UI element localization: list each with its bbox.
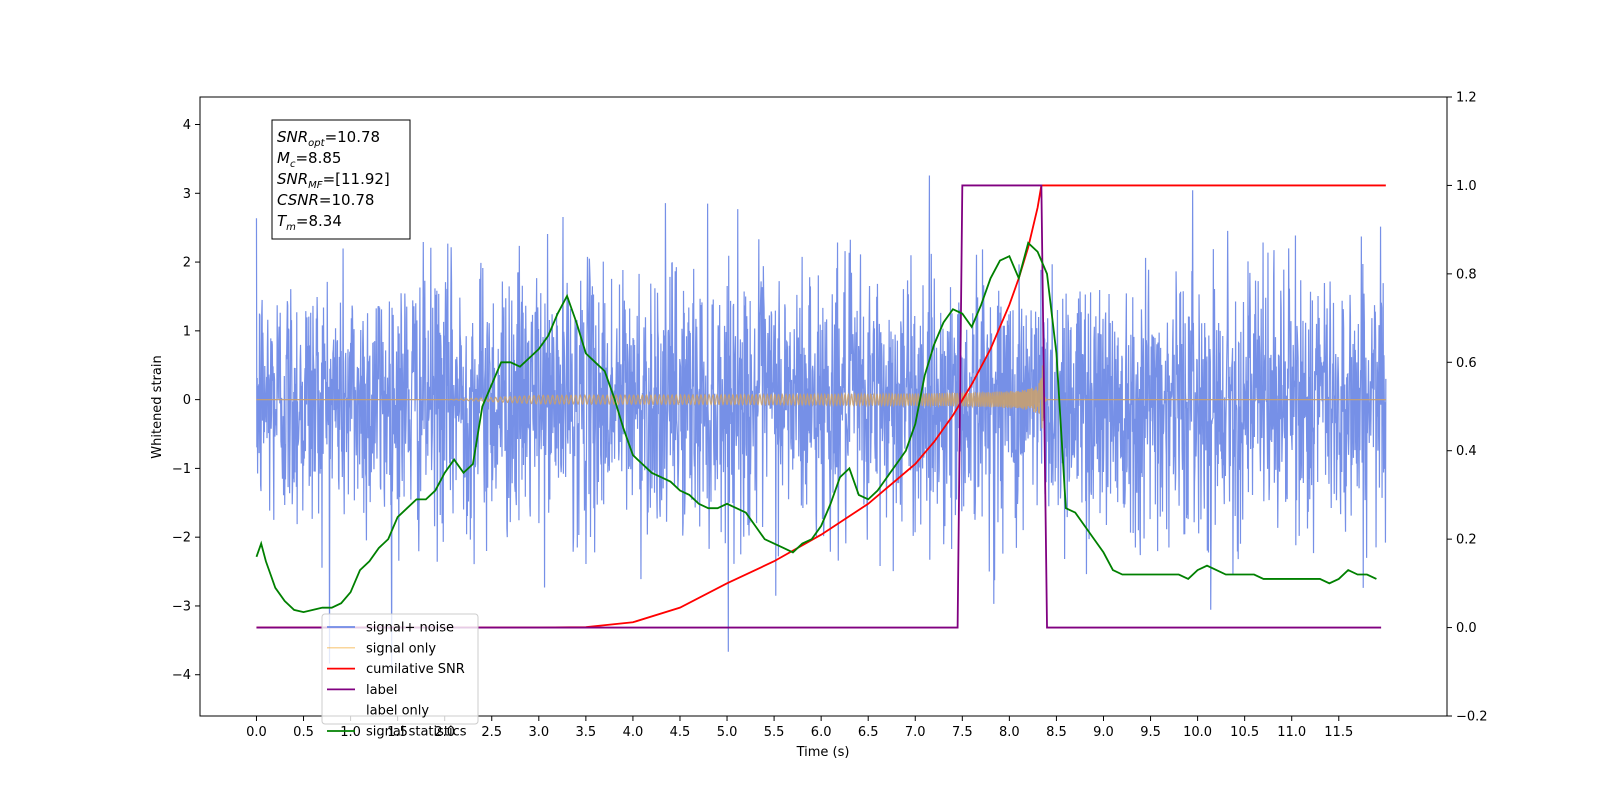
plot-frame xyxy=(199,96,1448,717)
x-tick-label: 5.5 xyxy=(764,725,785,740)
x-axis: 0.0 0.5 1.0 1.5 2.0 2.5 3.0 3.5 4.0 4.5 5.0 5.5 6.0 6… xyxy=(246,716,1353,740)
x-tick-label: 7.0 xyxy=(905,725,926,740)
x-tick-label: 5.0 xyxy=(717,725,738,740)
series-signal-only xyxy=(256,365,1386,429)
info-box-line: Mc=8.85 xyxy=(277,149,341,170)
info-box-line: Tm=8.34 xyxy=(277,212,342,233)
y2-tick-label: 0.4 xyxy=(1456,444,1477,459)
x-tick-label: 8.5 xyxy=(1046,725,1067,740)
x-tick-label: 10.5 xyxy=(1230,725,1259,740)
y-tick-label: 3 xyxy=(183,187,191,202)
series-signal-statistics xyxy=(255,241,1377,614)
y2-tick-label: 0.8 xyxy=(1456,267,1477,282)
info-box: SNRopt=10.78Mc=8.85SNRMF=[11.92]CSNR=10.… xyxy=(271,119,411,240)
x-tick-label: 8.0 xyxy=(999,725,1020,740)
y-tick-label: 2 xyxy=(183,256,191,271)
y-tick-label: 4 xyxy=(183,118,191,133)
x-tick-label: 6.5 xyxy=(858,725,879,740)
legend-label: label only xyxy=(366,704,429,719)
y2-tick-label: 0.0 xyxy=(1456,621,1477,636)
legend-label: cumilative SNR xyxy=(366,662,465,677)
x-tick-label: 3.5 xyxy=(576,725,597,740)
x-tick-label: 10.0 xyxy=(1183,725,1212,740)
x-tick-label: 4.5 xyxy=(670,725,691,740)
x-axis-label: Time (s) xyxy=(796,745,850,760)
x-tick-label: 6.0 xyxy=(811,725,832,740)
x-tick-label: 11.5 xyxy=(1324,725,1353,740)
x-tick-label: 2.5 xyxy=(481,725,502,740)
x-tick-label: 7.5 xyxy=(952,725,973,740)
x-tick-label: 9.0 xyxy=(1093,725,1114,740)
y-tick-label: −3 xyxy=(172,599,191,614)
y2-tick-label: 0.6 xyxy=(1456,356,1477,371)
info-box-line: SNRMF=[11.92] xyxy=(277,170,390,191)
info-box-line: CSNR=10.78 xyxy=(277,191,374,209)
y-axis-right: −0.2 0.0 0.2 0.4 0.6 0.8 1.0 1.2 xyxy=(1447,91,1488,725)
x-tick-label: 4.0 xyxy=(623,725,644,740)
x-tick-label: 3.0 xyxy=(528,725,549,740)
info-box-frame xyxy=(271,119,411,240)
y2-tick-label: 0.2 xyxy=(1456,533,1477,548)
series-cumulative-snr xyxy=(256,184,1386,629)
legend-label: label xyxy=(366,683,397,698)
y2-tick-label: 1.0 xyxy=(1456,179,1477,194)
x-tick-label: 0.5 xyxy=(293,725,314,740)
y-axis-label: Whitened strain xyxy=(150,355,165,458)
y-tick-label: −2 xyxy=(172,531,191,546)
x-tick-label: 9.5 xyxy=(1140,725,1161,740)
legend-label: signal+ noise xyxy=(366,621,454,636)
legend-frame xyxy=(321,613,479,725)
legend: signal+ noise signal only cumilative SNR la… xyxy=(321,613,479,740)
legend-label: signal only xyxy=(366,641,436,656)
y2-tick-label: −0.2 xyxy=(1456,710,1488,725)
x-tick-label: 2.0 xyxy=(434,725,455,740)
y-axis-left: −4 −3 −2 −1 0 1 2 3 4 xyxy=(172,118,200,683)
x-tick-label: 0.0 xyxy=(246,725,267,740)
legend-label: signal statistics xyxy=(366,725,467,740)
y-tick-label: −4 xyxy=(172,668,191,683)
y-tick-label: 1 xyxy=(183,324,191,339)
series-layer xyxy=(255,175,1387,674)
x-tick-label: 11.0 xyxy=(1277,725,1306,740)
series-label xyxy=(256,184,1382,629)
y-tick-label: −1 xyxy=(172,462,191,477)
info-box-line: SNRopt=10.78 xyxy=(277,128,380,149)
y2-tick-label: 1.2 xyxy=(1456,91,1477,106)
series-signal-noise xyxy=(255,175,1387,674)
x-tick-label: 1.0 xyxy=(340,725,361,740)
y-tick-label: 0 xyxy=(183,393,191,408)
x-tick-label: 1.5 xyxy=(387,725,408,740)
